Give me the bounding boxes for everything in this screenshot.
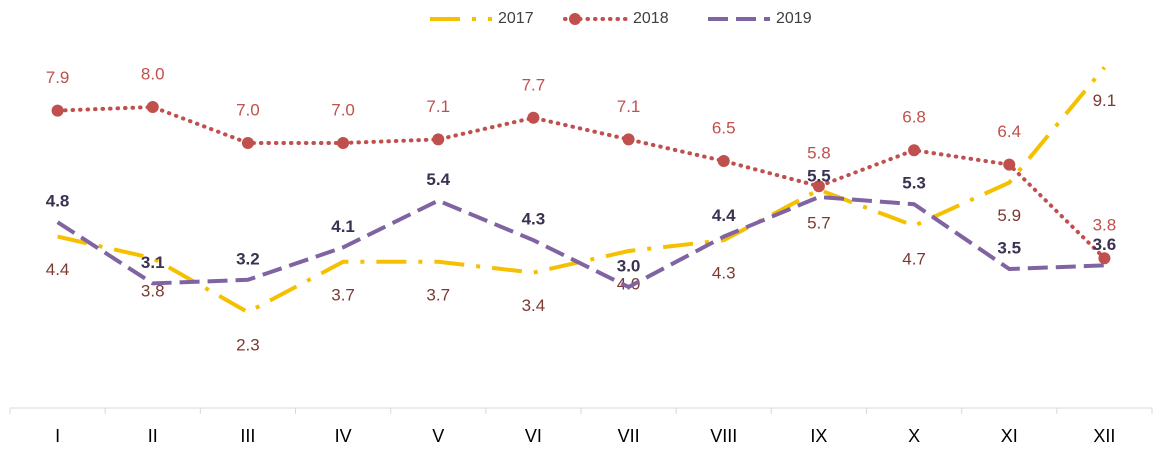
data-label: 5.5 xyxy=(807,166,831,185)
data-label: 5.9 xyxy=(997,206,1021,225)
legend-label: 2019 xyxy=(776,10,812,27)
line-series xyxy=(56,194,1105,290)
x-tick-label: I xyxy=(55,426,60,446)
data-label: 7.7 xyxy=(522,75,546,94)
x-tick-label: IV xyxy=(335,426,352,446)
data-label: 3.0 xyxy=(617,256,641,275)
data-label: 3.6 xyxy=(1093,235,1117,254)
point xyxy=(908,144,921,157)
point xyxy=(622,133,635,146)
data-label: 3.8 xyxy=(1093,216,1117,235)
data-label: 5.7 xyxy=(807,213,831,232)
x-tick-label: VII xyxy=(618,426,640,446)
line-series xyxy=(55,104,1107,261)
data-label: 3.1 xyxy=(141,253,165,272)
data-label: 7.9 xyxy=(46,68,70,87)
data-label: 2.3 xyxy=(236,336,260,355)
data-label: 9.1 xyxy=(1093,91,1117,110)
point xyxy=(51,104,64,117)
data-label: 5.3 xyxy=(902,174,926,193)
data-label: 3.7 xyxy=(426,285,450,304)
point xyxy=(1003,158,1016,171)
data-label: 3.7 xyxy=(331,285,355,304)
x-tick-label: III xyxy=(240,426,255,446)
point xyxy=(432,133,445,146)
data-label: 6.8 xyxy=(902,108,926,127)
x-tick-label: IX xyxy=(810,426,827,446)
point xyxy=(241,137,254,149)
legend-label: 2018 xyxy=(633,10,669,27)
line-series xyxy=(57,66,1106,315)
data-label: 4.8 xyxy=(46,192,70,211)
point xyxy=(146,101,159,113)
data-label: 4.0 xyxy=(617,274,641,293)
point xyxy=(1098,252,1111,265)
data-label: 6.5 xyxy=(712,118,736,137)
x-tick-label: XII xyxy=(1093,426,1115,446)
data-label: 7.1 xyxy=(426,97,450,116)
point xyxy=(337,137,350,149)
data-label: 4.3 xyxy=(522,210,546,229)
data-label: 4.7 xyxy=(902,249,926,268)
data-label: 4.4 xyxy=(712,206,736,225)
x-tick-label: VIII xyxy=(710,426,737,446)
data-label: 3.2 xyxy=(236,249,260,268)
x-tick-label: II xyxy=(148,426,158,446)
data-label: 3.8 xyxy=(141,282,165,301)
point xyxy=(717,155,730,167)
x-tick-label: X xyxy=(908,426,920,446)
data-label: 4.4 xyxy=(46,260,70,279)
data-label: 7.0 xyxy=(236,100,260,119)
data-label: 4.3 xyxy=(712,264,736,283)
point xyxy=(527,111,540,124)
data-label: 3.5 xyxy=(997,238,1021,257)
data-label: 3.4 xyxy=(522,296,546,315)
x-tick-label: VI xyxy=(525,426,542,446)
data-label: 8.0 xyxy=(141,64,165,83)
x-tick-label: V xyxy=(432,426,444,446)
legend-marker xyxy=(569,13,581,25)
data-label: 5.8 xyxy=(807,144,831,163)
data-label: 7.0 xyxy=(331,100,355,119)
data-label: 5.4 xyxy=(426,170,450,189)
point xyxy=(812,180,825,193)
legend-label: 2017 xyxy=(498,10,534,27)
x-tick-label: XI xyxy=(1001,426,1018,446)
data-label: 4.1 xyxy=(331,217,355,236)
data-label: 6.4 xyxy=(997,122,1021,141)
data-label: 7.1 xyxy=(617,97,641,116)
